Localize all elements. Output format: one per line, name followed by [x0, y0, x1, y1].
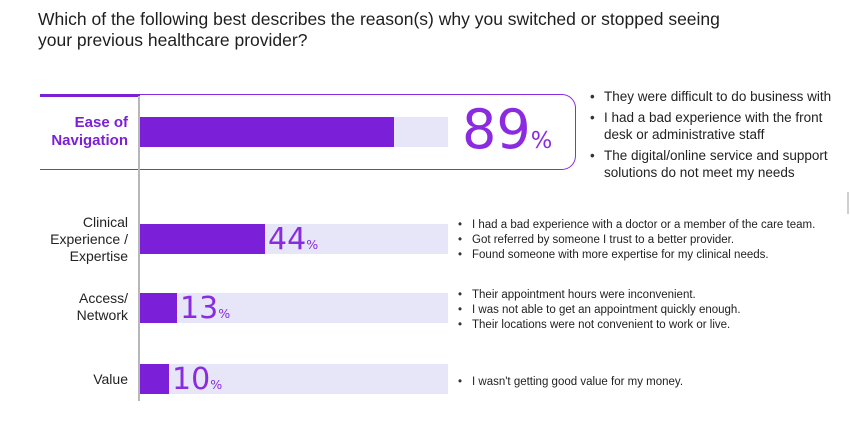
- category-label-access-network: Access/ Network: [77, 290, 128, 324]
- highlight-frame: [40, 94, 576, 170]
- bar-clinical-experience: [140, 224, 265, 254]
- value-label-access-network: 13%: [180, 291, 230, 332]
- reasons-list-value: I wasn't getting good value for my money…: [458, 375, 850, 390]
- category-label-line: Access/: [78, 290, 128, 306]
- edge-divider: [847, 192, 849, 214]
- category-axis-line: [138, 96, 140, 401]
- bar-ease-of-navigation: [140, 117, 394, 147]
- percent-sign: %: [218, 306, 231, 321]
- category-label-ease-of-navigation: Ease of Navigation: [51, 114, 128, 150]
- value-label-value: 10%: [172, 362, 222, 403]
- category-label-value: Value: [93, 371, 128, 388]
- reason-item: I wasn't getting good value for my money…: [458, 375, 850, 389]
- value-number: 13: [180, 291, 219, 326]
- highlight-accent-line: [40, 94, 140, 97]
- bar-track-access-network: [140, 293, 448, 323]
- reason-item: Found someone with more expertise for my…: [458, 248, 850, 262]
- bar-value: [140, 364, 169, 394]
- percent-sign: %: [306, 237, 319, 252]
- category-label-line: Clinical: [82, 214, 128, 230]
- reasons-list-ease-of-navigation: They were difficult to do business with …: [590, 88, 842, 185]
- bar-track-ease-of-navigation: [140, 117, 448, 147]
- reasons-list-access-network: Their appointment hours were inconvenien…: [458, 288, 850, 333]
- category-label-line: Value: [93, 371, 128, 387]
- reason-item: Their appointment hours were inconvenien…: [458, 288, 850, 302]
- category-label-clinical-experience: Clinical Experience / Expertise: [50, 214, 128, 265]
- reason-item: I had a bad experience with a doctor or …: [458, 218, 850, 232]
- bar-track-value: [140, 364, 448, 394]
- percent-sign: %: [530, 128, 553, 154]
- value-label-ease-of-navigation: 89%: [462, 100, 552, 171]
- bar-access-network: [140, 293, 177, 323]
- value-label-clinical-experience: 44%: [268, 222, 318, 263]
- value-number: 44: [268, 222, 307, 257]
- reason-item: I had a bad experience with the front de…: [590, 109, 842, 143]
- category-label-line: Experience /: [50, 231, 128, 247]
- category-label-line: Expertise: [69, 248, 128, 264]
- category-label-line: Ease of: [74, 114, 128, 131]
- reason-item: Got referred by someone I trust to a bet…: [458, 233, 850, 247]
- reason-item: Their locations were not convenient to w…: [458, 318, 850, 332]
- category-label-line: Navigation: [51, 132, 128, 149]
- value-number: 10: [172, 362, 211, 397]
- reason-item: They were difficult to do business with: [590, 88, 842, 105]
- bar-track-clinical-experience: [140, 224, 448, 254]
- value-number: 89: [462, 98, 531, 161]
- percent-sign: %: [210, 377, 223, 392]
- reason-item: The digital/online service and support s…: [590, 147, 842, 181]
- category-label-line: Network: [76, 307, 128, 323]
- reason-item: I was not able to get an appointment qui…: [458, 303, 850, 317]
- reasons-list-clinical-experience: I had a bad experience with a doctor or …: [458, 218, 850, 263]
- chart-title: Which of the following best describes th…: [38, 9, 720, 50]
